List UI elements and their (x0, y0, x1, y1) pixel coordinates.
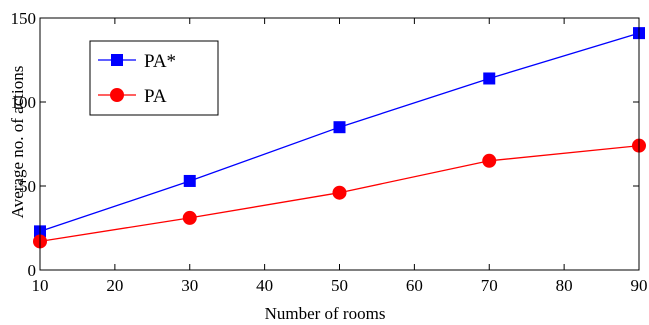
x-tick-label: 10 (32, 276, 49, 295)
x-tick-label: 60 (406, 276, 423, 295)
x-tick-label: 30 (181, 276, 198, 295)
x-tick-label: 90 (631, 276, 648, 295)
plot-marks (33, 27, 646, 249)
y-tick-label: 100 (11, 93, 37, 112)
x-tick-label: 80 (556, 276, 573, 295)
legend-label-pa-star: PA* (144, 51, 176, 72)
y-tick-label: 50 (19, 177, 36, 196)
axes: 10 20 30 40 50 60 70 80 90 0 50 100 150 (11, 9, 648, 295)
legend-marker-pa-star (111, 54, 123, 66)
data-point-pa (182, 210, 197, 225)
x-tick-label: 40 (256, 276, 273, 295)
y-axis-label: Average no. of actions (8, 66, 27, 219)
data-point-pa (332, 185, 347, 200)
data-point-pa-star (333, 121, 346, 134)
legend-label-pa: PA (144, 86, 167, 107)
legend-box (89, 40, 219, 116)
y-tick-label: 0 (28, 261, 37, 280)
legend-marker-pa (110, 88, 124, 102)
x-tick-label: 70 (481, 276, 498, 295)
x-tick-label: 50 (331, 276, 348, 295)
data-point-pa-star (183, 174, 196, 187)
legend: PA* PA (89, 40, 219, 116)
x-axis-label: Number of rooms (265, 304, 386, 323)
y-tick-label: 150 (11, 9, 37, 28)
data-point-pa-star (483, 72, 496, 85)
x-tick-label: 20 (106, 276, 123, 295)
data-point-pa (482, 153, 497, 168)
